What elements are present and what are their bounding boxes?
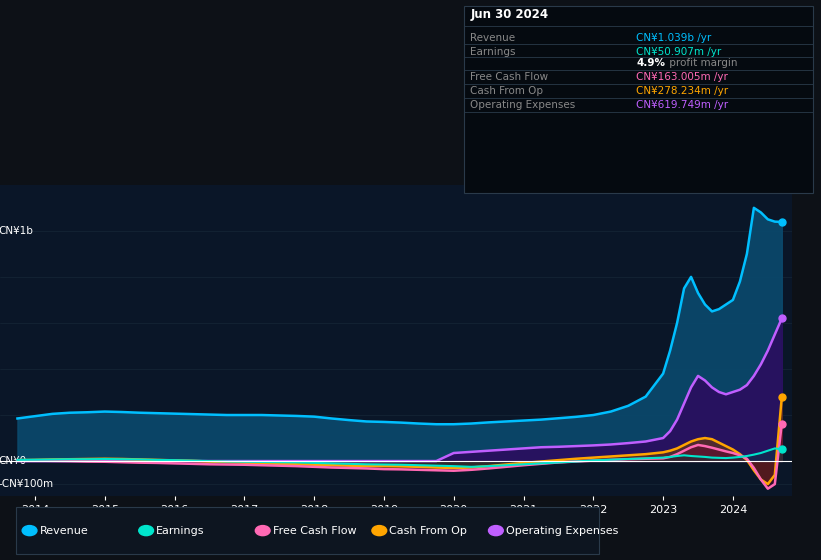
- Text: CN¥0: CN¥0: [0, 456, 26, 466]
- Text: Cash From Op: Cash From Op: [470, 86, 544, 96]
- Text: Revenue: Revenue: [39, 526, 88, 535]
- Text: Earnings: Earnings: [156, 526, 204, 535]
- Text: CN¥1b: CN¥1b: [0, 226, 34, 236]
- Text: Free Cash Flow: Free Cash Flow: [470, 72, 548, 82]
- Text: Free Cash Flow: Free Cash Flow: [273, 526, 356, 535]
- Text: CN¥1.039b /yr: CN¥1.039b /yr: [636, 33, 712, 43]
- Text: profit margin: profit margin: [666, 58, 737, 68]
- Text: CN¥50.907m /yr: CN¥50.907m /yr: [636, 47, 722, 57]
- Text: Cash From Op: Cash From Op: [389, 526, 467, 535]
- Text: Revenue: Revenue: [470, 33, 516, 43]
- Text: CN¥163.005m /yr: CN¥163.005m /yr: [636, 72, 728, 82]
- Text: Earnings: Earnings: [470, 47, 516, 57]
- Text: 4.9%: 4.9%: [636, 58, 665, 68]
- Text: CN¥619.749m /yr: CN¥619.749m /yr: [636, 100, 728, 110]
- Text: CN¥278.234m /yr: CN¥278.234m /yr: [636, 86, 728, 96]
- Text: Operating Expenses: Operating Expenses: [470, 100, 576, 110]
- Text: Operating Expenses: Operating Expenses: [506, 526, 618, 535]
- Text: -CN¥100m: -CN¥100m: [0, 479, 53, 489]
- Text: Jun 30 2024: Jun 30 2024: [470, 8, 548, 21]
